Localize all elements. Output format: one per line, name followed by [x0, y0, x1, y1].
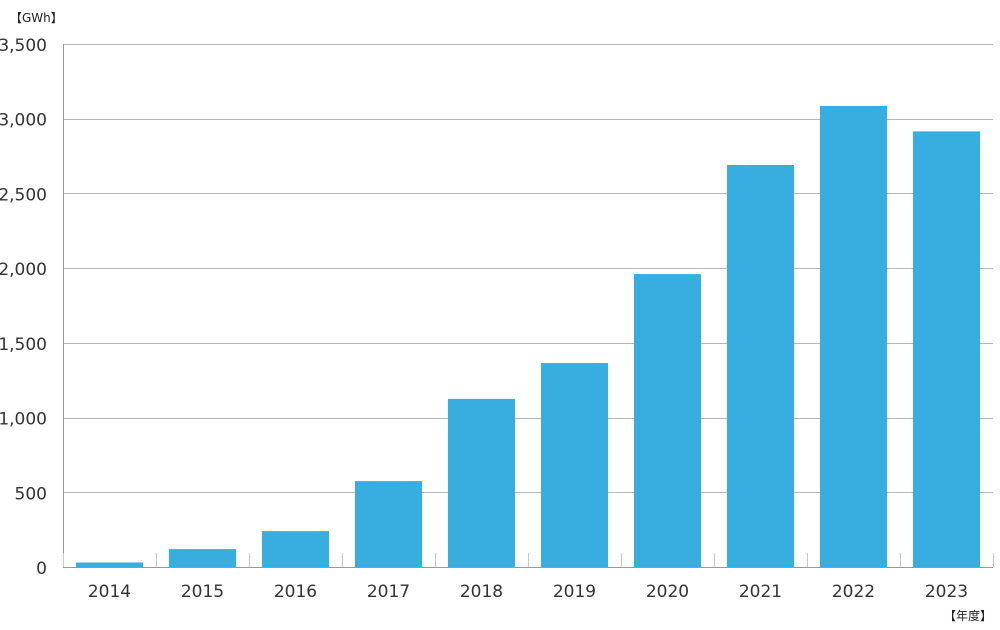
bar-2022: [820, 106, 887, 567]
x-tick-label-2018: 2018: [460, 582, 503, 602]
x-tick-label-2016: 2016: [274, 582, 317, 602]
y-tick-label: 500: [15, 484, 47, 504]
y-tick-label: 3,500: [0, 36, 47, 56]
bar-2020: [634, 274, 701, 567]
bar-2017: [355, 481, 422, 567]
x-tick-labels: 2014 2015 2016 2017 2018 2019 2020 2021 2022 2023: [88, 582, 968, 602]
x-tick-label-2014: 2014: [88, 582, 131, 602]
x-tick-label-2019: 2019: [553, 582, 596, 602]
y-axis-unit-label: 【GWh】: [10, 11, 63, 25]
bars: [76, 106, 980, 567]
y-tick-label: 2,000: [0, 260, 47, 280]
x-tick-label-2022: 2022: [832, 582, 875, 602]
y-tick-label: 1,000: [0, 410, 47, 430]
y-tick-label: 1,500: [0, 335, 47, 355]
axes: [63, 44, 994, 568]
x-tick-label-2023: 2023: [925, 582, 968, 602]
bar-2019: [541, 363, 608, 567]
y-tick-label: 3,000: [0, 111, 47, 131]
x-tick-label-2017: 2017: [367, 582, 410, 602]
x-tick-label-2020: 2020: [646, 582, 689, 602]
y-tick-labels: 0 500 1,000 1,500 2,000 2,500 3,000 3,500: [0, 36, 47, 579]
bar-2018: [448, 398, 515, 567]
x-tick-label-2021: 2021: [739, 582, 782, 602]
bar-2021: [727, 165, 794, 567]
bar-2016: [262, 531, 329, 567]
bar-2015: [169, 549, 236, 567]
grid-lines: [63, 44, 993, 493]
x-axis-unit-label: 【年度】: [944, 608, 992, 623]
bar-2023: [913, 131, 980, 567]
x-tick-label-2015: 2015: [181, 582, 224, 602]
y-tick-label: 0: [36, 559, 47, 579]
y-tick-label: 2,500: [0, 185, 47, 205]
bar-2014: [76, 562, 143, 567]
